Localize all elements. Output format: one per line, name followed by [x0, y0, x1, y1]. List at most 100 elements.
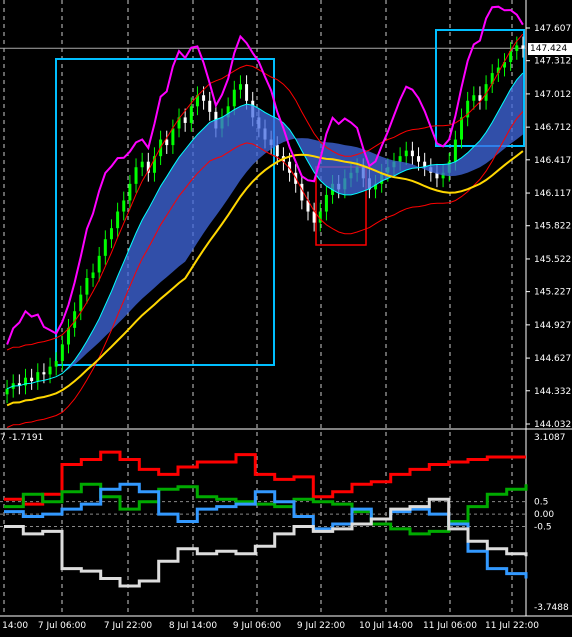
candle-body: [306, 200, 310, 212]
y-tick-label: 146.417: [534, 156, 571, 166]
ma-fast: [6, 72, 524, 390]
y-tick-label: 144.332: [534, 387, 571, 397]
candle-body: [441, 172, 445, 179]
candle-body: [152, 156, 156, 173]
x-tick-label: 8 Jul 14:00: [169, 621, 218, 631]
candle-body: [423, 161, 427, 168]
candle-body: [515, 45, 519, 51]
candle-body: [116, 211, 120, 229]
y-tick-label: 144.032: [534, 420, 571, 430]
x-tick-label: 10 Jul 14:00: [359, 621, 413, 631]
candle-body: [146, 161, 150, 173]
candle-body: [195, 95, 199, 107]
candle-body: [521, 45, 525, 49]
candle-body: [91, 272, 95, 279]
candle-body: [484, 84, 488, 101]
candle-body: [54, 361, 58, 367]
candle-body: [103, 239, 107, 256]
candle-body: [109, 228, 113, 240]
osc-y-tick-label: -0.5: [534, 522, 552, 532]
candle-body: [509, 50, 513, 63]
band-upper: [6, 33, 524, 351]
candle-body: [128, 183, 132, 201]
y-tick-label: 147.012: [534, 90, 571, 100]
candle-body: [503, 62, 507, 68]
osc-series-line: [4, 497, 528, 588]
y-tick-label: 144.927: [534, 321, 571, 331]
candle-body: [288, 161, 292, 173]
candle-body: [226, 106, 230, 118]
magenta-line: [6, 5, 524, 345]
y-tick-label: 146.712: [534, 123, 571, 133]
x-tick-label: 9 Jul 22:00: [297, 621, 346, 631]
candle-body: [318, 211, 322, 223]
ichimoku-cloud: [7, 72, 523, 389]
candle-body: [490, 73, 494, 85]
range-box: [55, 58, 275, 366]
candle-body: [232, 89, 236, 107]
candle-body: [134, 167, 138, 184]
osc-series-line: [4, 450, 526, 506]
y-tick-label: 146.117: [534, 189, 571, 199]
x-tick-label: 7 Jul 22:00: [104, 621, 153, 631]
candle-body: [42, 372, 46, 375]
candle-body: [48, 366, 52, 375]
candle-body: [374, 183, 378, 190]
candle-body: [23, 377, 27, 386]
candle-body: [435, 172, 439, 179]
current-price-tag: 147.424: [528, 43, 572, 55]
candle-body: [17, 383, 21, 386]
candle-body: [165, 139, 169, 146]
candle-body: [410, 150, 414, 157]
candle-body: [496, 67, 500, 74]
candle-body: [177, 117, 181, 129]
candle-body: [466, 100, 470, 118]
candle-body: [453, 139, 457, 162]
candle-body: [324, 194, 328, 212]
candle-body: [140, 161, 144, 168]
candle-body: [417, 156, 421, 162]
osc-y-tick-label: 3.1087: [534, 433, 566, 443]
x-tick-label: 4 Jul 14:00: [0, 621, 28, 631]
osc-y-tick-label: -3.7488: [534, 603, 569, 613]
y-tick-label: 145.227: [534, 288, 571, 298]
osc-y-tick-label: 0.00: [534, 510, 554, 520]
candle-body: [85, 278, 89, 295]
candle-body: [189, 106, 193, 123]
y-tick-label: 147.312: [534, 57, 571, 67]
oscillator-header: 7 -1.7191: [0, 433, 44, 443]
candle-body: [245, 84, 249, 101]
x-tick-label: 11 Jul 22:00: [485, 621, 539, 631]
candle-body: [36, 372, 40, 382]
candle-body: [460, 117, 464, 140]
candle-body: [300, 183, 304, 201]
y-tick-label: 147.607: [534, 24, 571, 34]
ma-slow: [6, 150, 524, 407]
candle-body: [30, 377, 34, 382]
candle-body: [312, 211, 316, 223]
osc-y-tick-label: 0.5: [534, 498, 548, 508]
candle-body: [208, 100, 212, 112]
candle-body: [183, 117, 187, 123]
x-tick-label: 11 Jul 06:00: [423, 621, 477, 631]
candle-body: [275, 145, 279, 157]
candle-body: [66, 327, 70, 345]
candle-body: [73, 311, 77, 328]
candle-body: [171, 128, 175, 146]
candle-body: [202, 95, 206, 101]
candle-body: [60, 344, 64, 362]
y-tick-label: 145.822: [534, 222, 571, 232]
candle-body: [97, 255, 101, 273]
candle-body: [398, 156, 402, 162]
band-lower: [6, 111, 524, 428]
candle-body: [5, 388, 9, 395]
candle-body: [404, 150, 408, 157]
candle-body: [238, 84, 242, 90]
candle-body: [472, 95, 476, 101]
candle-body: [79, 294, 83, 312]
candle-body: [478, 95, 482, 101]
osc-series-line: [4, 482, 528, 536]
y-tick-label: 144.627: [534, 354, 571, 364]
